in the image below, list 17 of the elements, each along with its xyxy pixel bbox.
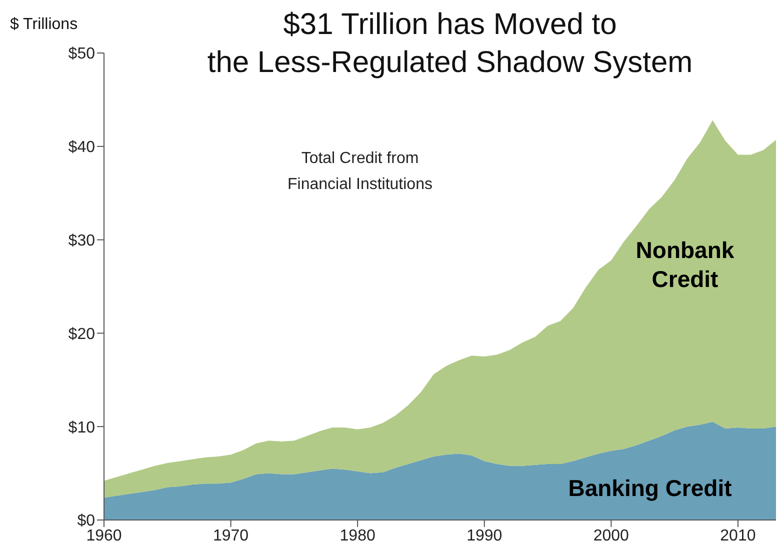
y-tick-label: $20	[68, 326, 96, 343]
x-tick-label: 1980	[340, 527, 376, 544]
series-label: Nonbank Credit	[634, 236, 736, 294]
y-tick-label: $40	[68, 139, 96, 156]
chart-title: $31 Trillion has Moved to the Less-Regulated Shadow System	[206, 7, 694, 81]
annotation: Total Credit from Financial Institutions	[286, 149, 434, 195]
x-tick-label: 1990	[466, 527, 502, 544]
y-tick-label: $50	[68, 46, 96, 63]
y-tick-label: $0	[77, 512, 96, 530]
series-label: Banking Credit	[567, 474, 733, 503]
x-tick-label: 2000	[593, 527, 630, 544]
y-axis-title: $ Trillions	[10, 16, 78, 34]
y-tick-label: $30	[68, 232, 96, 250]
x-tick-label: 2010	[720, 527, 756, 544]
x-tick-label: 1970	[212, 527, 249, 544]
x-tick-label: 1960	[86, 527, 122, 544]
y-tick-label: $10	[68, 419, 96, 436]
